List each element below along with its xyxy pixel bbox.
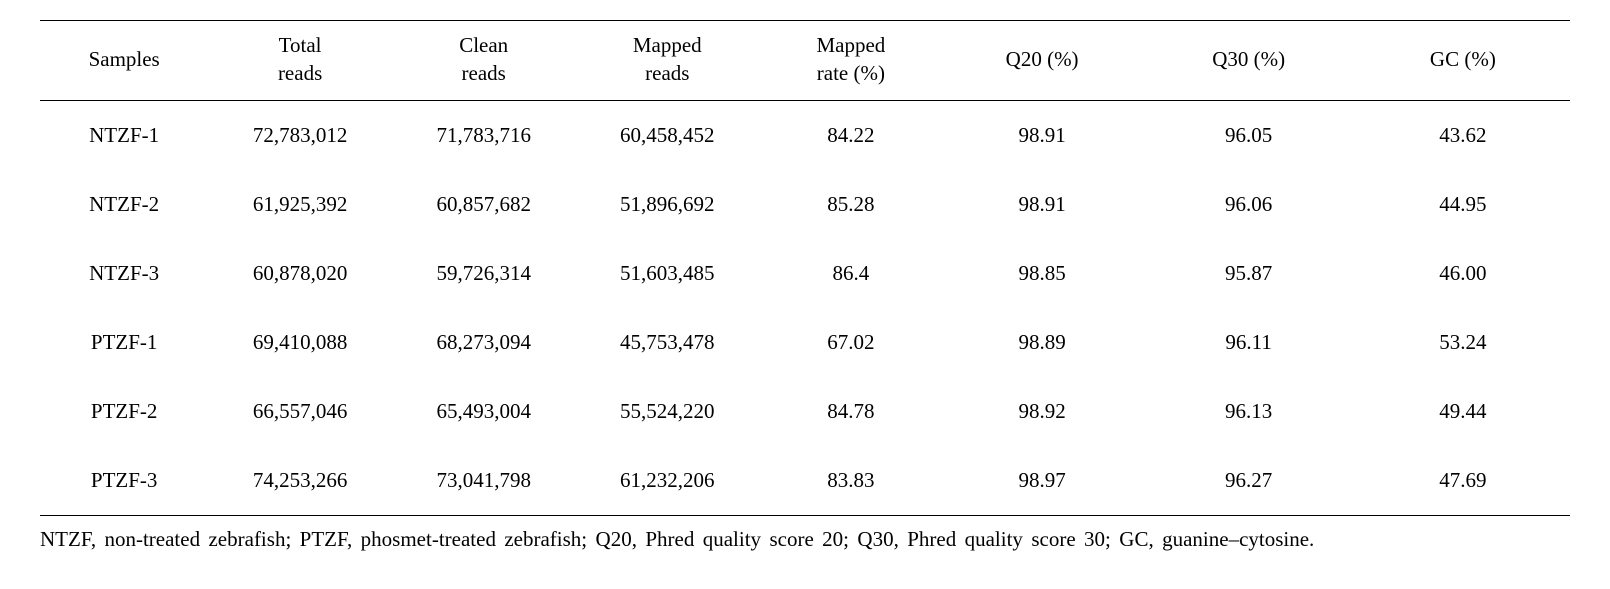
- col-header-q30: Q30 (%): [1142, 21, 1356, 101]
- cell-q20: 98.91: [943, 170, 1142, 239]
- col-header-mapped_reads: Mappedreads: [575, 21, 759, 101]
- cell-mapped_reads: 51,896,692: [575, 170, 759, 239]
- cell-gc: 47.69: [1356, 446, 1570, 516]
- cell-clean_reads: 65,493,004: [392, 377, 576, 446]
- cell-q30: 96.05: [1142, 100, 1356, 170]
- cell-mapped_reads: 60,458,452: [575, 100, 759, 170]
- cell-clean_reads: 68,273,094: [392, 308, 576, 377]
- cell-clean_reads: 59,726,314: [392, 239, 576, 308]
- cell-total_reads: 61,925,392: [208, 170, 392, 239]
- cell-q30: 96.06: [1142, 170, 1356, 239]
- col-header-line2: reads: [396, 59, 572, 87]
- col-header-line1: Mapped: [763, 31, 939, 59]
- cell-mapped_rate: 67.02: [759, 308, 943, 377]
- cell-total_reads: 66,557,046: [208, 377, 392, 446]
- cell-mapped_reads: 45,753,478: [575, 308, 759, 377]
- cell-gc: 46.00: [1356, 239, 1570, 308]
- col-header-mapped_rate: Mappedrate (%): [759, 21, 943, 101]
- cell-mapped_rate: 84.78: [759, 377, 943, 446]
- cell-q20: 98.91: [943, 100, 1142, 170]
- col-header-total_reads: Totalreads: [208, 21, 392, 101]
- col-header-line2: reads: [579, 59, 755, 87]
- table-row: NTZF-261,925,39260,857,68251,896,69285.2…: [40, 170, 1570, 239]
- cell-q30: 95.87: [1142, 239, 1356, 308]
- cell-samples: PTZF-1: [40, 308, 208, 377]
- col-header-line2: rate (%): [763, 59, 939, 87]
- page-root: SamplesTotalreadsCleanreadsMappedreadsMa…: [0, 0, 1610, 587]
- col-header-line1: Clean: [396, 31, 572, 59]
- cell-mapped_reads: 51,603,485: [575, 239, 759, 308]
- cell-samples: NTZF-2: [40, 170, 208, 239]
- cell-gc: 43.62: [1356, 100, 1570, 170]
- cell-mapped_reads: 61,232,206: [575, 446, 759, 516]
- cell-clean_reads: 60,857,682: [392, 170, 576, 239]
- col-header-line2: reads: [212, 59, 388, 87]
- cell-mapped_rate: 83.83: [759, 446, 943, 516]
- cell-gc: 53.24: [1356, 308, 1570, 377]
- cell-q30: 96.11: [1142, 308, 1356, 377]
- cell-mapped_rate: 85.28: [759, 170, 943, 239]
- cell-samples: NTZF-3: [40, 239, 208, 308]
- col-header-q20: Q20 (%): [943, 21, 1142, 101]
- col-header-gc: GC (%): [1356, 21, 1570, 101]
- col-header-line1: Total: [212, 31, 388, 59]
- table-head: SamplesTotalreadsCleanreadsMappedreadsMa…: [40, 21, 1570, 101]
- cell-total_reads: 69,410,088: [208, 308, 392, 377]
- table-body: NTZF-172,783,01271,783,71660,458,45284.2…: [40, 100, 1570, 515]
- table-row: NTZF-360,878,02059,726,31451,603,48586.4…: [40, 239, 1570, 308]
- cell-q30: 96.13: [1142, 377, 1356, 446]
- cell-samples: NTZF-1: [40, 100, 208, 170]
- table-header-row: SamplesTotalreadsCleanreadsMappedreadsMa…: [40, 21, 1570, 101]
- cell-samples: PTZF-2: [40, 377, 208, 446]
- table-row: NTZF-172,783,01271,783,71660,458,45284.2…: [40, 100, 1570, 170]
- cell-q20: 98.97: [943, 446, 1142, 516]
- cell-gc: 49.44: [1356, 377, 1570, 446]
- cell-total_reads: 60,878,020: [208, 239, 392, 308]
- cell-clean_reads: 71,783,716: [392, 100, 576, 170]
- cell-q20: 98.89: [943, 308, 1142, 377]
- cell-q20: 98.85: [943, 239, 1142, 308]
- cell-mapped_reads: 55,524,220: [575, 377, 759, 446]
- cell-q20: 98.92: [943, 377, 1142, 446]
- reads-table: SamplesTotalreadsCleanreadsMappedreadsMa…: [40, 20, 1570, 516]
- cell-total_reads: 74,253,266: [208, 446, 392, 516]
- cell-samples: PTZF-3: [40, 446, 208, 516]
- table-row: PTZF-374,253,26673,041,79861,232,20683.8…: [40, 446, 1570, 516]
- table-row: PTZF-169,410,08868,273,09445,753,47867.0…: [40, 308, 1570, 377]
- col-header-clean_reads: Cleanreads: [392, 21, 576, 101]
- cell-q30: 96.27: [1142, 446, 1356, 516]
- table-caption: NTZF, non-treated zebrafish; PTZF, phosm…: [40, 522, 1570, 558]
- cell-total_reads: 72,783,012: [208, 100, 392, 170]
- cell-mapped_rate: 86.4: [759, 239, 943, 308]
- col-header-samples: Samples: [40, 21, 208, 101]
- col-header-line1: Mapped: [579, 31, 755, 59]
- table-row: PTZF-266,557,04665,493,00455,524,22084.7…: [40, 377, 1570, 446]
- cell-clean_reads: 73,041,798: [392, 446, 576, 516]
- cell-gc: 44.95: [1356, 170, 1570, 239]
- cell-mapped_rate: 84.22: [759, 100, 943, 170]
